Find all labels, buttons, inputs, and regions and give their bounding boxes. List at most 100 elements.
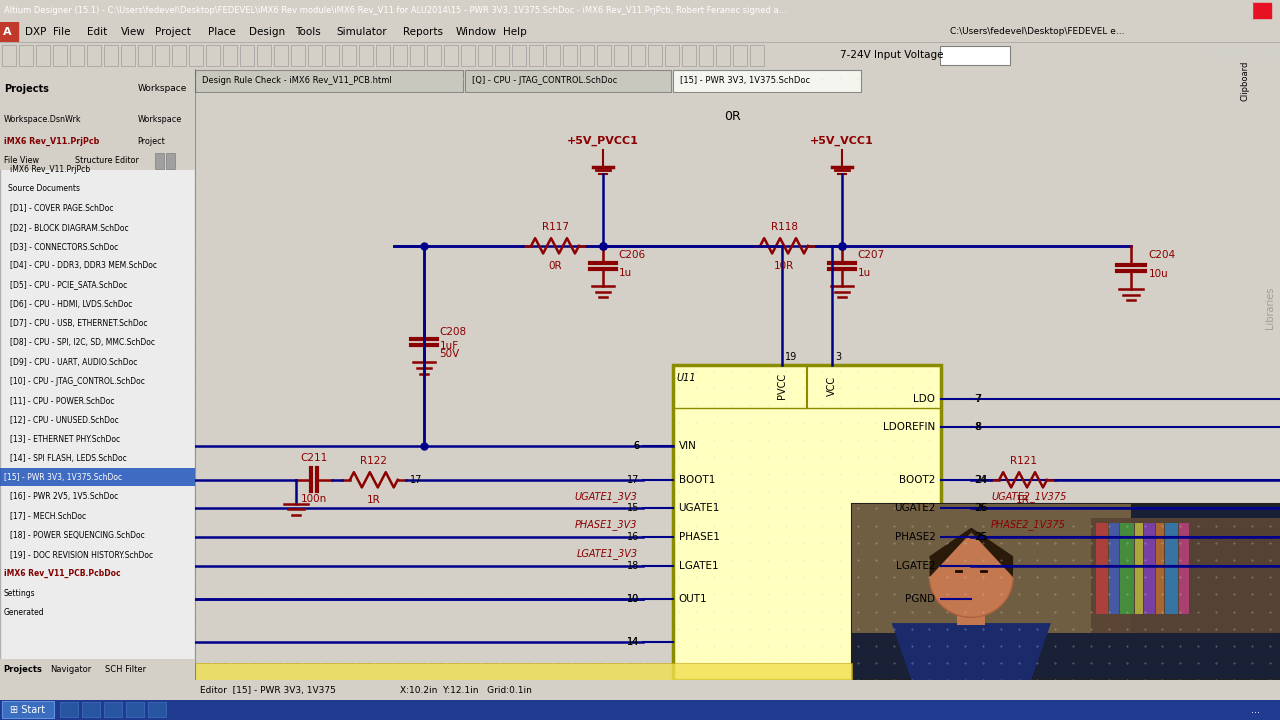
Text: PHASE1: PHASE1 (678, 532, 719, 542)
Bar (940, 46, 1010, 65)
Bar (274, 45, 288, 66)
Text: U11: U11 (677, 373, 696, 383)
Text: 7: 7 (975, 394, 982, 404)
Bar (673, 70, 860, 91)
Text: 25: 25 (974, 532, 987, 542)
Bar (82, 702, 100, 717)
Bar (0, 152, 195, 170)
Bar (1091, 518, 1280, 633)
Text: [Q] - CPU - JTAG_CONTROL.SchDoc: [Q] - CPU - JTAG_CONTROL.SchDoc (472, 76, 617, 85)
Bar (512, 45, 526, 66)
Bar (648, 45, 662, 66)
Text: Altium Designer (15.1) - C:\Users\fedevel\Desktop\FEDEVEL\iMX6 Rev module\iMX6 R: Altium Designer (15.1) - C:\Users\fedeve… (4, 6, 786, 15)
Bar (1120, 523, 1134, 613)
Bar (122, 45, 134, 66)
Text: PGND: PGND (905, 594, 936, 604)
Text: LGATE1_3V3: LGATE1_3V3 (576, 548, 637, 559)
Bar (241, 45, 253, 66)
Text: ◄ ►: ◄ ► (5, 73, 23, 84)
Bar (155, 45, 169, 66)
Bar (666, 45, 678, 66)
Text: [11] - CPU - POWER.SchDoc: [11] - CPU - POWER.SchDoc (10, 396, 114, 405)
Text: C204: C204 (1148, 251, 1175, 261)
Text: 17: 17 (410, 474, 422, 485)
Bar (195, 663, 851, 680)
Bar (851, 504, 1130, 633)
Bar (87, 45, 101, 66)
Text: +5V_PVCC1: +5V_PVCC1 (567, 135, 639, 145)
Text: C211: C211 (301, 453, 328, 463)
Bar (206, 45, 220, 66)
Text: C:\Users\fedevel\Desktop\FEDEVEL e...: C:\Users\fedevel\Desktop\FEDEVEL e... (950, 27, 1125, 36)
Text: VCC: VCC (827, 376, 837, 396)
Text: Source Documents: Source Documents (8, 184, 79, 193)
Bar (1179, 523, 1189, 613)
Bar (682, 45, 696, 66)
Text: 1R: 1R (367, 495, 380, 505)
Bar (189, 45, 204, 66)
Text: Project: Project (155, 27, 191, 37)
Text: Tools: Tools (296, 27, 321, 37)
Bar (195, 70, 463, 91)
Bar (614, 45, 628, 66)
Text: 10R: 10R (774, 261, 794, 271)
Text: Workspace: Workspace (138, 84, 187, 93)
Text: 100n: 100n (301, 494, 328, 504)
Bar (104, 702, 122, 717)
Text: Edit: Edit (87, 27, 106, 37)
Text: [D5] - CPU - PCIE_SATA.SchDoc: [D5] - CPU - PCIE_SATA.SchDoc (10, 281, 127, 289)
Text: [19] - DOC REVISION HISTORY.SchDoc: [19] - DOC REVISION HISTORY.SchDoc (10, 550, 154, 559)
Text: [15] - PWR 3V3, 1V375.SchDoc: [15] - PWR 3V3, 1V375.SchDoc (4, 473, 122, 482)
Bar (631, 45, 645, 66)
Text: Settings: Settings (4, 589, 36, 598)
Text: [D9] - CPU - UART, AUDIO.SchDoc: [D9] - CPU - UART, AUDIO.SchDoc (10, 358, 137, 366)
Text: 26: 26 (975, 503, 988, 513)
Bar (699, 45, 713, 66)
Text: 8: 8 (975, 423, 982, 432)
Text: 1R: 1R (1016, 495, 1030, 505)
Text: [D7] - CPU - USB, ETHERNET.SchDoc: [D7] - CPU - USB, ETHERNET.SchDoc (10, 319, 147, 328)
Text: 6: 6 (634, 441, 640, 451)
Text: [D1] - COVER PAGE.SchDoc: [D1] - COVER PAGE.SchDoc (10, 204, 114, 212)
Text: [12] - CPU - UNUSED.SchDoc: [12] - CPU - UNUSED.SchDoc (10, 415, 119, 424)
Bar (0, 680, 1280, 700)
Bar (529, 45, 543, 66)
Text: 24: 24 (974, 474, 987, 485)
Text: [10] - CPU - JTAG_CONTROL.SchDoc: [10] - CPU - JTAG_CONTROL.SchDoc (10, 377, 145, 386)
Bar (125, 702, 143, 717)
Bar (461, 45, 475, 66)
Text: SCH Filter: SCH Filter (105, 665, 146, 674)
Bar (0, 69, 195, 93)
Text: [D6] - CPU - HDMI, LVDS.SchDoc: [D6] - CPU - HDMI, LVDS.SchDoc (10, 300, 132, 309)
Text: [18] - POWER SEQUENCING.SchDoc: [18] - POWER SEQUENCING.SchDoc (10, 531, 145, 540)
Bar (0, 69, 195, 109)
Text: UGATE1: UGATE1 (678, 503, 719, 513)
Bar (165, 153, 174, 168)
Bar (851, 504, 1280, 680)
Text: LGATE2: LGATE2 (896, 561, 936, 571)
Text: UGATE1_3V3: UGATE1_3V3 (575, 491, 637, 502)
Polygon shape (892, 623, 1051, 680)
Text: X:10.2in  Y:12.1in   Grid:0.1in: X:10.2in Y:12.1in Grid:0.1in (399, 686, 532, 696)
Text: 1u: 1u (858, 268, 870, 278)
Text: ...: ... (1251, 705, 1260, 715)
Text: 7-24V Input Voltage: 7-24V Input Voltage (840, 50, 943, 60)
Text: iMX6 Rev_V11.PrjPcb: iMX6 Rev_V11.PrjPcb (4, 138, 100, 146)
Text: [13] - ETHERNET PHY.SchDoc: [13] - ETHERNET PHY.SchDoc (10, 435, 120, 444)
Bar (580, 45, 594, 66)
Text: 10: 10 (627, 594, 640, 604)
Text: FEDEVEL: FEDEVEL (1201, 46, 1280, 65)
Bar (1212, 3, 1233, 18)
Bar (1156, 523, 1165, 613)
Bar (716, 45, 730, 66)
Text: 14: 14 (627, 637, 640, 647)
Bar (428, 45, 442, 66)
Bar (0, 659, 195, 680)
Bar (257, 45, 271, 66)
Text: Design: Design (248, 27, 284, 37)
Text: 15: 15 (627, 503, 640, 513)
Text: 1u: 1u (618, 268, 632, 278)
Text: 19: 19 (785, 352, 797, 362)
Bar (547, 45, 561, 66)
Text: 7: 7 (974, 394, 980, 404)
